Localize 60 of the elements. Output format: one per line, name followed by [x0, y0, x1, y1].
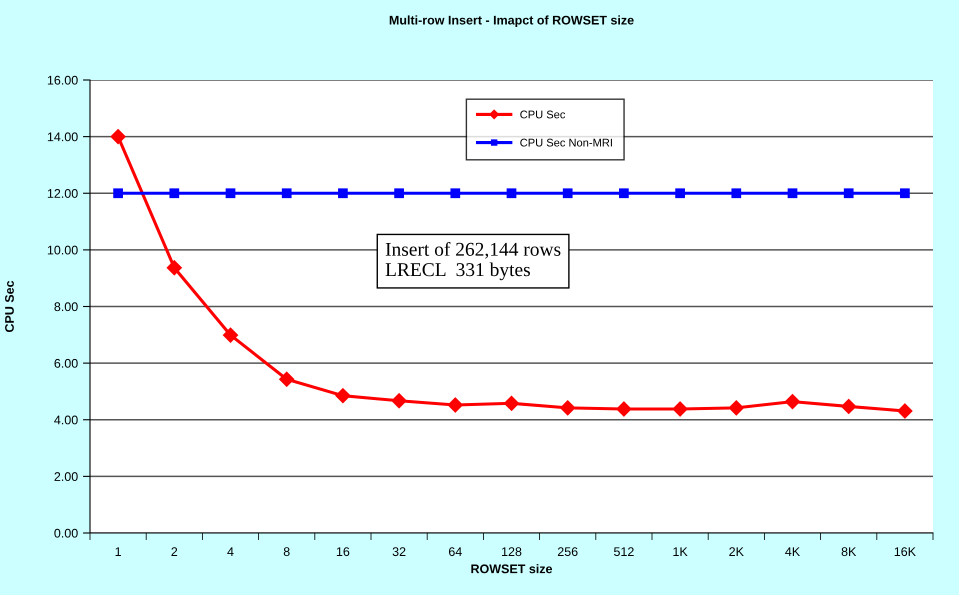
x-tick-label: 8 [284, 547, 290, 556]
point [169, 188, 180, 198]
y-tick-label: 4.00 [54, 416, 78, 424]
point [110, 129, 126, 144]
y-tick-label: 14.00 [48, 132, 78, 142]
y-tick-label: 0.00 [54, 528, 78, 538]
x-tick-label: 2K [729, 547, 744, 556]
y-tick-label: 12.00 [48, 189, 78, 198]
point [222, 328, 238, 343]
point [448, 397, 463, 413]
point [166, 260, 182, 276]
y-tick-label: 2.00 [54, 472, 78, 482]
x-tick-label: 16K [894, 547, 916, 556]
legend-label: CPU Sec [520, 110, 566, 118]
point [675, 188, 685, 198]
point [897, 403, 912, 419]
point [113, 188, 123, 198]
x-axis-title: ROWSET size [471, 564, 552, 574]
x-tick-label: 64 [448, 547, 462, 556]
x-tick-label: 8K [842, 547, 856, 556]
x-tick-label: 4 [227, 547, 234, 556]
point [279, 372, 294, 387]
y-axis-title: CPU Sec [5, 280, 14, 332]
y-tick-label: 6.00 [54, 358, 78, 368]
point [616, 401, 632, 417]
point [728, 400, 744, 416]
chart-title: Multi-row Insert - Imapct of ROWSET size [390, 15, 634, 28]
x-tick-label: 16 [336, 547, 350, 556]
point [394, 188, 404, 198]
point [392, 393, 407, 408]
x-tick-label: 32 [392, 547, 406, 556]
y-tick-label: 10.00 [48, 246, 78, 255]
point [282, 188, 292, 198]
point [562, 188, 573, 198]
legend-label: CPU Sec Non-MRI [520, 138, 612, 147]
point [672, 401, 688, 417]
x-tick-label: 512 [614, 547, 634, 556]
point [335, 388, 350, 404]
annotation: Insert of 262,144 rows LRECL 331 bytes [386, 242, 560, 280]
point [450, 188, 460, 198]
point [338, 188, 348, 198]
point [504, 396, 520, 411]
x-tick-label: 2 [171, 547, 178, 556]
point [841, 398, 856, 414]
y-tick-label: 8.00 [54, 302, 78, 312]
point [844, 188, 854, 198]
point [560, 400, 576, 416]
point [784, 394, 800, 410]
x-tick-label: 1 [116, 547, 121, 556]
point [226, 188, 236, 198]
x-tick-label: 256 [558, 547, 578, 556]
x-tick-label: 1K [673, 547, 688, 556]
point [900, 188, 910, 198]
point [506, 188, 516, 198]
x-tick-label: 128 [502, 547, 522, 556]
y-tick-label: 16.00 [48, 76, 78, 85]
point [788, 188, 798, 198]
point [619, 188, 629, 198]
x-tick-label: 4K [785, 547, 800, 556]
point [731, 188, 742, 198]
